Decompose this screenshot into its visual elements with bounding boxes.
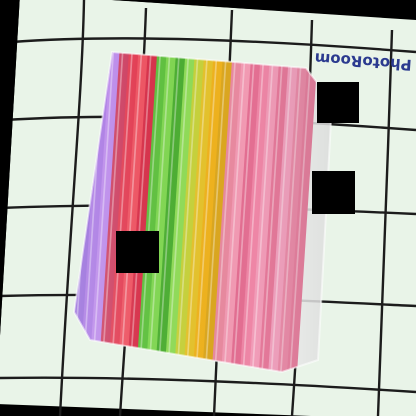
occluder-box — [312, 171, 355, 214]
occluder-box — [317, 82, 359, 123]
occluder-box — [116, 231, 159, 273]
straw-bundle — [72, 50, 334, 374]
